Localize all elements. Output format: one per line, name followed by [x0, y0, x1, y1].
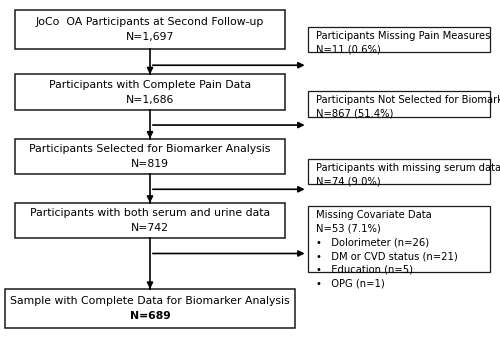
- Text: Participants with both serum and urine data
N=742: Participants with both serum and urine d…: [30, 208, 270, 233]
- FancyBboxPatch shape: [15, 10, 285, 49]
- FancyBboxPatch shape: [308, 159, 490, 184]
- FancyBboxPatch shape: [15, 203, 285, 238]
- Text: Participants Not Selected for Biomarker Analysis
N=867 (51.4%): Participants Not Selected for Biomarker …: [316, 95, 500, 119]
- FancyBboxPatch shape: [308, 206, 490, 272]
- FancyBboxPatch shape: [5, 289, 295, 328]
- Text: Sample with Complete Data for Biomarker Analysis: Sample with Complete Data for Biomarker …: [10, 296, 290, 306]
- Text: Participants with missing serum data
N=74 (9.0%): Participants with missing serum data N=7…: [316, 163, 500, 187]
- Text: Missing Covariate Data
N=53 (7.1%)
•   Dolorimeter (n=26)
•   DM or CVD status (: Missing Covariate Data N=53 (7.1%) • Dol…: [316, 210, 458, 288]
- Text: N=689: N=689: [130, 311, 170, 321]
- Text: Participants Missing Pain Measures
N=11 (0.6%): Participants Missing Pain Measures N=11 …: [316, 31, 491, 55]
- FancyBboxPatch shape: [308, 27, 490, 52]
- Text: Participants Selected for Biomarker Analysis
N=819: Participants Selected for Biomarker Anal…: [30, 144, 270, 169]
- Text: JoCo  OA Participants at Second Follow-up
N=1,697: JoCo OA Participants at Second Follow-up…: [36, 17, 264, 42]
- FancyBboxPatch shape: [15, 139, 285, 174]
- Text: Participants with Complete Pain Data
N=1,686: Participants with Complete Pain Data N=1…: [49, 80, 251, 104]
- FancyBboxPatch shape: [308, 91, 490, 117]
- FancyBboxPatch shape: [15, 74, 285, 110]
